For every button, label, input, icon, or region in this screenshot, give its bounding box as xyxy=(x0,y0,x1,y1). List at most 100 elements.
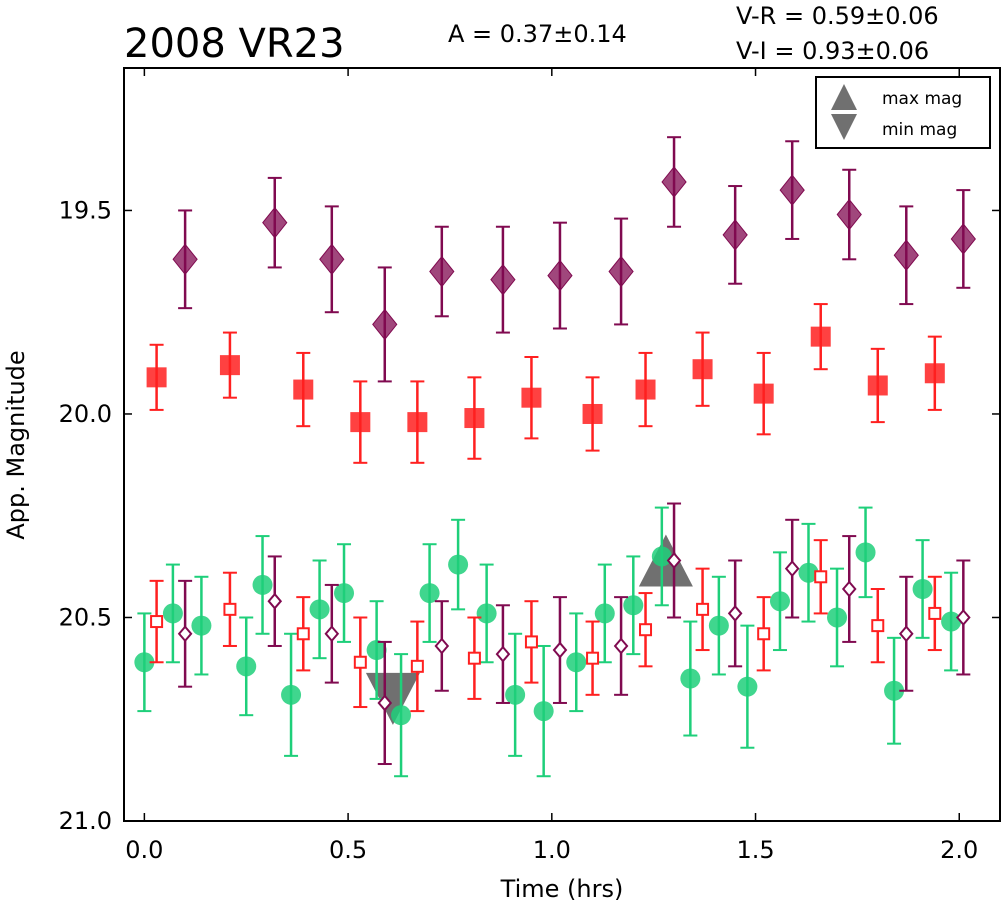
data-point xyxy=(407,412,428,433)
data-point xyxy=(262,206,288,239)
data-point xyxy=(391,705,412,726)
data-point xyxy=(594,603,615,624)
data-point xyxy=(410,659,424,673)
data-point xyxy=(476,603,497,624)
data-point xyxy=(757,627,771,641)
series-open-square xyxy=(149,539,942,713)
data-point xyxy=(639,623,653,637)
data-point xyxy=(293,379,314,400)
data-point xyxy=(552,641,568,659)
data-point xyxy=(871,619,885,633)
axis-ticks: 0.0 0.5 1.0 1.5 2.0 19.5 20.0 20.5 21.0 xyxy=(59,68,1000,864)
data-point xyxy=(434,637,450,655)
data-point xyxy=(753,383,774,404)
data-point xyxy=(898,625,914,643)
data-point xyxy=(884,680,905,701)
data-point xyxy=(950,223,976,255)
data-point xyxy=(495,645,511,663)
data-point xyxy=(798,562,819,583)
data-point xyxy=(524,635,538,649)
x-tick-label: 0.5 xyxy=(329,836,367,864)
data-point xyxy=(696,602,710,616)
min-mag-marker xyxy=(365,672,420,725)
data-point xyxy=(377,694,393,712)
data-point xyxy=(191,615,212,636)
data-point xyxy=(448,554,469,575)
v-i-annotation: V-I = 0.93±0.06 xyxy=(736,37,929,65)
data-point xyxy=(419,583,440,604)
y-tick-label: 20.5 xyxy=(59,603,112,631)
x-tick-label: 1.5 xyxy=(736,836,774,864)
y-axis-label: App. Magnitude xyxy=(2,350,30,539)
data-point xyxy=(680,668,701,689)
data-point xyxy=(661,166,687,198)
data-point xyxy=(464,408,485,429)
data-point xyxy=(956,608,971,627)
data-point xyxy=(841,580,857,598)
data-point xyxy=(223,602,237,616)
chart-title: 2008 VR23 xyxy=(124,21,345,67)
data-point xyxy=(827,607,848,628)
legend-min-mag-triangle-down-icon xyxy=(831,114,857,140)
data-point xyxy=(309,599,330,620)
data-point xyxy=(566,652,587,673)
data-point xyxy=(490,263,516,296)
x-tick-label: 1.0 xyxy=(533,836,571,864)
data-point xyxy=(334,583,355,604)
data-point xyxy=(172,243,198,276)
data-point xyxy=(350,412,371,433)
data-point xyxy=(177,625,193,643)
data-point xyxy=(252,574,273,595)
series-filled-diamond xyxy=(172,136,976,383)
data-point xyxy=(737,676,758,697)
data-point xyxy=(941,611,962,632)
data-point xyxy=(635,379,656,400)
data-point xyxy=(146,367,167,388)
data-point xyxy=(855,542,876,563)
legend-max-mag-triangle-up-icon xyxy=(831,84,857,110)
data-point xyxy=(324,625,340,643)
data-point xyxy=(692,359,713,380)
plot-frame xyxy=(123,67,1001,822)
data-point xyxy=(708,615,729,636)
data-point xyxy=(623,595,644,616)
amplitude-annotation: A = 0.37±0.14 xyxy=(448,20,627,48)
data-point xyxy=(810,326,831,347)
data-point xyxy=(836,198,862,231)
data-point xyxy=(651,546,672,567)
data-point xyxy=(666,551,682,570)
legend-box xyxy=(815,76,991,149)
series-filled-square xyxy=(146,303,945,464)
plot-area xyxy=(134,136,976,778)
data-point xyxy=(547,259,573,292)
data-point xyxy=(779,174,805,206)
data-point xyxy=(521,387,542,408)
data-point xyxy=(582,403,603,424)
data-point xyxy=(867,375,888,396)
data-point xyxy=(613,637,629,655)
data-point xyxy=(162,603,183,624)
data-point xyxy=(150,615,164,629)
data-point xyxy=(722,219,748,251)
legend: max mag min mag xyxy=(815,76,991,149)
y-tick-label: 20.0 xyxy=(59,400,112,428)
data-point xyxy=(296,627,310,641)
y-tick-label: 19.5 xyxy=(59,196,112,224)
legend-max-mag-label: max mag xyxy=(882,89,962,109)
data-point xyxy=(319,243,345,276)
data-point xyxy=(467,651,481,665)
data-point xyxy=(814,570,828,584)
data-point xyxy=(281,684,302,705)
series-filled-circle xyxy=(134,506,962,778)
x-tick-label: 2.0 xyxy=(940,836,978,864)
v-r-annotation: V-R = 0.59±0.06 xyxy=(736,2,939,30)
data-point xyxy=(586,651,600,665)
data-point xyxy=(219,355,240,376)
data-point xyxy=(267,592,283,610)
data-point xyxy=(134,652,155,673)
data-point xyxy=(912,578,933,599)
y-tick-label: 21.0 xyxy=(59,807,112,835)
data-point xyxy=(928,606,942,620)
x-axis-label: Time (hrs) xyxy=(500,875,624,903)
